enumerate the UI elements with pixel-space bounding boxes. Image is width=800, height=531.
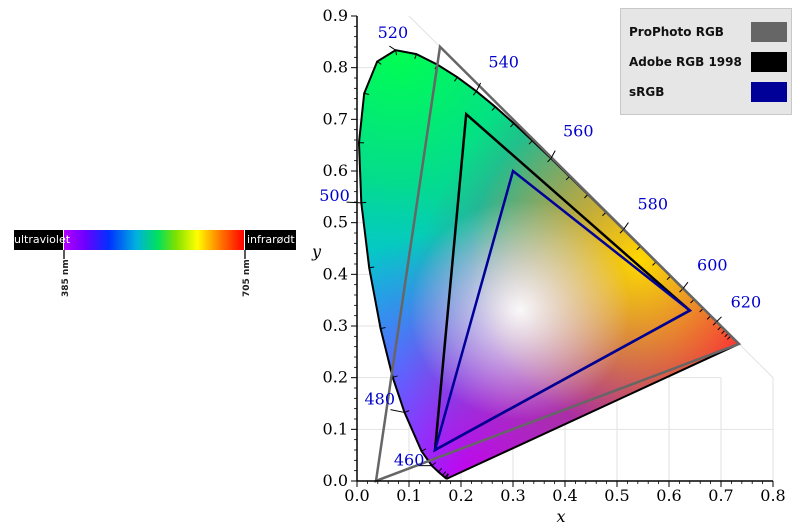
- wavelength-tick: [346, 201, 362, 204]
- x-tick-label: 0.2: [448, 486, 473, 505]
- locus-tick: [369, 266, 375, 269]
- legend-label: sRGB: [629, 85, 665, 99]
- visible-spectrum: [64, 230, 244, 250]
- legend-swatch: [751, 22, 787, 42]
- ir-box: [245, 230, 296, 250]
- legend-label: ProPhoto RGB: [629, 25, 724, 39]
- locus-tick: [380, 327, 386, 330]
- locus-tick: [395, 50, 398, 56]
- locus-tick: [444, 473, 449, 478]
- locus-tick: [421, 448, 427, 452]
- y-axis-label: y: [311, 242, 322, 261]
- locus-tick: [510, 122, 515, 128]
- wavelength-tick: [623, 222, 629, 230]
- locus-tick: [364, 92, 370, 95]
- locus-tick: [442, 471, 447, 476]
- wavelength-label-460: 460: [394, 451, 425, 470]
- legend-label: Adobe RGB 1998: [629, 55, 742, 69]
- axes: 0.0 0.1 0.2 0.3 0.4 0.5 0.6 0.7 0.8 0.0 0.1 0.2 0.3 0…: [311, 6, 786, 526]
- ultraviolet-label: ultraviolet: [14, 233, 71, 246]
- locus-tick: [491, 106, 496, 111]
- wavelength-tick: [389, 45, 396, 51]
- x-tick-label: 0.3: [500, 486, 525, 505]
- wavelength-label-520: 520: [378, 23, 409, 42]
- locus-tick: [584, 194, 589, 199]
- locus-tick: [565, 176, 570, 181]
- wavelength-label-500: 500: [319, 186, 350, 205]
- y-tick-label: 0.3: [323, 316, 348, 335]
- wavelength-tick: [475, 82, 482, 92]
- locus-tick: [376, 61, 382, 65]
- wavelength-tick: [716, 316, 722, 323]
- x-axis-label: x: [556, 507, 565, 526]
- locus-tick: [472, 90, 477, 96]
- legend-item-srgb: sRGB: [629, 82, 787, 104]
- start-wavelength-label: 385 nm: [61, 259, 71, 297]
- gamut-triangle-srgb: [432, 168, 693, 453]
- gamut-triangle-prophoto-rgb: [374, 44, 742, 483]
- x-tick-label: 0.1: [396, 486, 421, 505]
- uv-box: [14, 230, 63, 250]
- spectrum-bar: 385 nm 705 nm ultraviolet infrarødt: [14, 229, 296, 299]
- locus-tick: [528, 140, 533, 145]
- y-tick-label: 0.8: [323, 58, 348, 77]
- gamut-triangles: [374, 44, 742, 483]
- locus-tick: [454, 76, 458, 82]
- legend-swatch: [751, 52, 787, 72]
- infrared-label: infrarødt: [247, 233, 295, 246]
- legend-item-prophoto: ProPhoto RGB: [629, 22, 787, 44]
- x-tick-label: 0.0: [344, 486, 369, 505]
- x-tick-label: 0.7: [708, 486, 733, 505]
- end-wavelength-label: 705 nm: [242, 259, 252, 297]
- locus-tick: [445, 473, 450, 479]
- spectrum-graphic: 385 nm 705 nm: [14, 230, 296, 297]
- legend-swatch: [751, 82, 787, 102]
- x-tick-label: 0.4: [552, 486, 577, 505]
- wavelength-label-480: 480: [364, 389, 395, 408]
- locus-tick: [392, 375, 398, 378]
- locus-tick: [438, 467, 443, 473]
- x-tick-label: 0.5: [604, 486, 629, 505]
- wavelength-label-580: 580: [638, 195, 669, 214]
- y-tick-label: 0.7: [323, 109, 348, 128]
- x-tick-label: 0.8: [760, 486, 785, 505]
- locus-tick: [404, 410, 410, 413]
- wavelength-tick: [390, 409, 405, 413]
- wavelength-label-540: 540: [488, 52, 519, 71]
- y-tick-label: 0.0: [323, 471, 348, 490]
- wavelength-label-620: 620: [731, 293, 762, 312]
- wavelength-tick: [682, 281, 689, 289]
- wavelength-label-560: 560: [563, 121, 594, 140]
- locus-tick: [547, 157, 552, 163]
- locus-tick: [414, 53, 417, 60]
- legend-item-adobe: Adobe RGB 1998: [629, 52, 787, 74]
- wavelength-label-600: 600: [697, 256, 728, 275]
- wavelength-tick: [550, 150, 556, 159]
- y-tick-label: 0.1: [323, 419, 348, 438]
- legend: ProPhoto RGB Adobe RGB 1998 sRGB: [620, 8, 792, 115]
- y-tick-label: 0.4: [323, 264, 348, 283]
- y-tick-label: 0.6: [323, 161, 348, 180]
- locus-tick: [431, 462, 437, 467]
- x-tick-label: 0.6: [656, 486, 681, 505]
- y-tick-label: 0.5: [323, 213, 348, 232]
- y-tick-label: 0.2: [323, 368, 348, 387]
- y-tick-label: 0.9: [323, 6, 348, 25]
